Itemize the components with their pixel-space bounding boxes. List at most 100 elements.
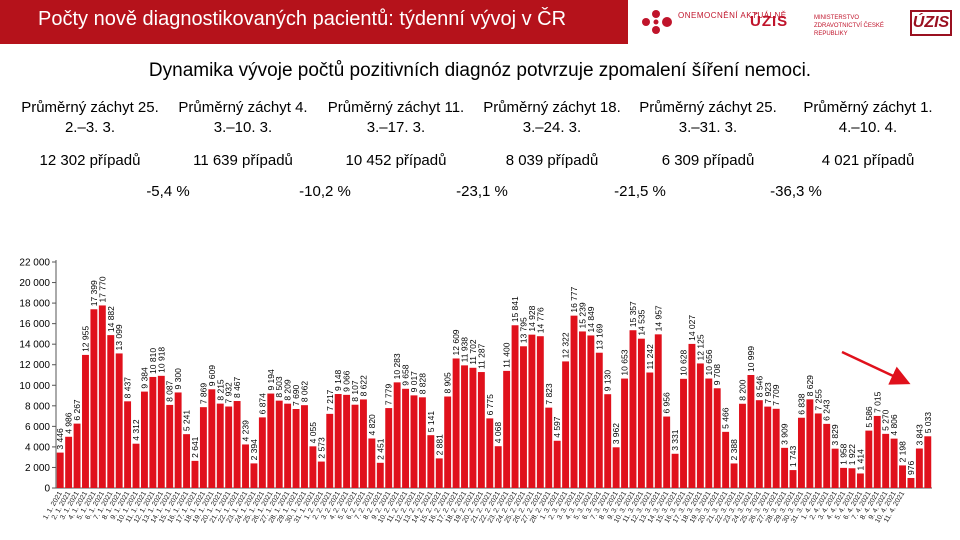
data-label: 8 905 [443, 372, 453, 394]
data-label: 7 709 [771, 384, 781, 406]
data-label: 5 141 [426, 411, 436, 433]
bar [663, 416, 671, 488]
data-label: 10 628 [679, 350, 689, 376]
y-tick-label: 2 000 [25, 463, 50, 474]
y-tick-label: 16 000 [19, 319, 50, 330]
bar [418, 397, 426, 488]
data-label: 6 775 [485, 394, 495, 416]
data-label: 1 958 [839, 443, 849, 465]
bar [199, 407, 207, 488]
bar [149, 376, 157, 488]
bar [578, 331, 586, 488]
bar [899, 465, 906, 488]
bar [797, 417, 805, 488]
data-label: 10 653 [620, 349, 630, 375]
data-label: 7 932 [224, 382, 234, 404]
bar [157, 375, 165, 488]
onemocneni-logo-text: ONEMOCNĚNÍ AKTUÁLNĚ [678, 11, 787, 20]
bar [65, 436, 73, 488]
bar [755, 400, 763, 488]
data-label: 14 928 [527, 305, 537, 331]
data-label: 8 062 [299, 381, 309, 403]
bar [82, 354, 89, 488]
bar [444, 396, 452, 488]
data-label: 8 828 [417, 373, 427, 395]
data-label: 14 535 [636, 309, 646, 335]
data-label: 8 629 [805, 375, 815, 397]
bar [772, 408, 780, 488]
data-label: 12 322 [561, 332, 571, 358]
bar [890, 438, 898, 488]
data-label: 9 066 [342, 370, 352, 392]
mz-logo-text: MINISTERSTVO ZDRAVOTNICTVÍ ČESKÉ REPUBLI… [814, 15, 884, 37]
data-label: 976 [906, 461, 916, 475]
data-label: 4 055 [308, 422, 318, 444]
daily-cases-bar-chart: 0 2 000 4 000 6 000 8 000 10 000 12 000 14 000 1… [19, 258, 933, 525]
bar [553, 440, 561, 488]
bar [873, 415, 881, 488]
data-label: 4 597 [552, 416, 562, 438]
data-label: 9 708 [712, 364, 722, 386]
bar [461, 365, 468, 488]
bar [385, 408, 393, 488]
week-label: Průměrný záchyt 18. 3.–24. 3. [483, 99, 621, 136]
bar [915, 448, 923, 488]
week-summary: Průměrný záchyt 18. 3.–24. 3. 8 039 příp… [476, 98, 628, 171]
bar [688, 343, 696, 488]
bar [637, 338, 645, 488]
bar [98, 305, 106, 488]
bar [705, 378, 713, 488]
bar [225, 406, 233, 488]
bar [107, 335, 115, 488]
bar [73, 423, 81, 488]
data-label: 6 267 [72, 399, 82, 421]
data-label: 9 194 [266, 369, 276, 391]
bar [216, 403, 224, 488]
bar [806, 399, 814, 488]
data-label: 6 838 [796, 393, 806, 415]
bar [511, 325, 519, 488]
week-label: Průměrný záchyt 25. 2.–3. 3. [21, 99, 159, 136]
bar [301, 405, 308, 488]
data-label: 2 641 [190, 436, 200, 458]
bar [528, 334, 536, 488]
data-label: 4 239 [241, 420, 251, 442]
bar [309, 446, 317, 488]
data-label: 5 241 [182, 410, 192, 432]
bar [183, 434, 191, 488]
data-label: 9 300 [173, 368, 183, 390]
week-count: 11 639 případů [193, 152, 293, 169]
bar [882, 433, 890, 488]
bar [831, 448, 839, 488]
bar [856, 473, 864, 488]
bar [267, 393, 275, 488]
data-label: 2 198 [898, 441, 908, 463]
data-label: 9 017 [409, 371, 419, 393]
subtitle: Dynamika vývoje počtů pozitivních diagnó… [148, 60, 812, 81]
data-label: 5 033 [923, 412, 933, 434]
data-label: 1 922 [847, 444, 857, 466]
bar [907, 477, 915, 488]
bar [477, 372, 485, 488]
data-label: 2 451 [375, 438, 385, 460]
bar [56, 452, 64, 488]
data-label: 5 270 [881, 409, 891, 431]
bar [520, 346, 527, 488]
data-label: 6 243 [822, 399, 832, 421]
data-label: 9 148 [333, 369, 343, 391]
data-label: 9 658 [401, 364, 411, 386]
bar [124, 401, 132, 488]
data-label: 14 849 [586, 306, 596, 332]
bar [166, 404, 174, 488]
bar [410, 395, 418, 488]
uzis-emblem: ÚZIS [910, 10, 952, 36]
week-summary: Průměrný záchyt 11. 3.–17. 3. 10 452 pří… [320, 98, 472, 171]
y-tick-label: 8 000 [25, 401, 50, 412]
data-label: 8 546 [754, 376, 764, 398]
data-label: 8 107 [350, 380, 360, 402]
data-label: 11 400 [502, 342, 512, 368]
bar [435, 458, 443, 488]
data-label: 7 923 [763, 382, 773, 404]
change-percent: -36,3 % [770, 183, 822, 200]
data-label: 1 414 [855, 449, 865, 471]
